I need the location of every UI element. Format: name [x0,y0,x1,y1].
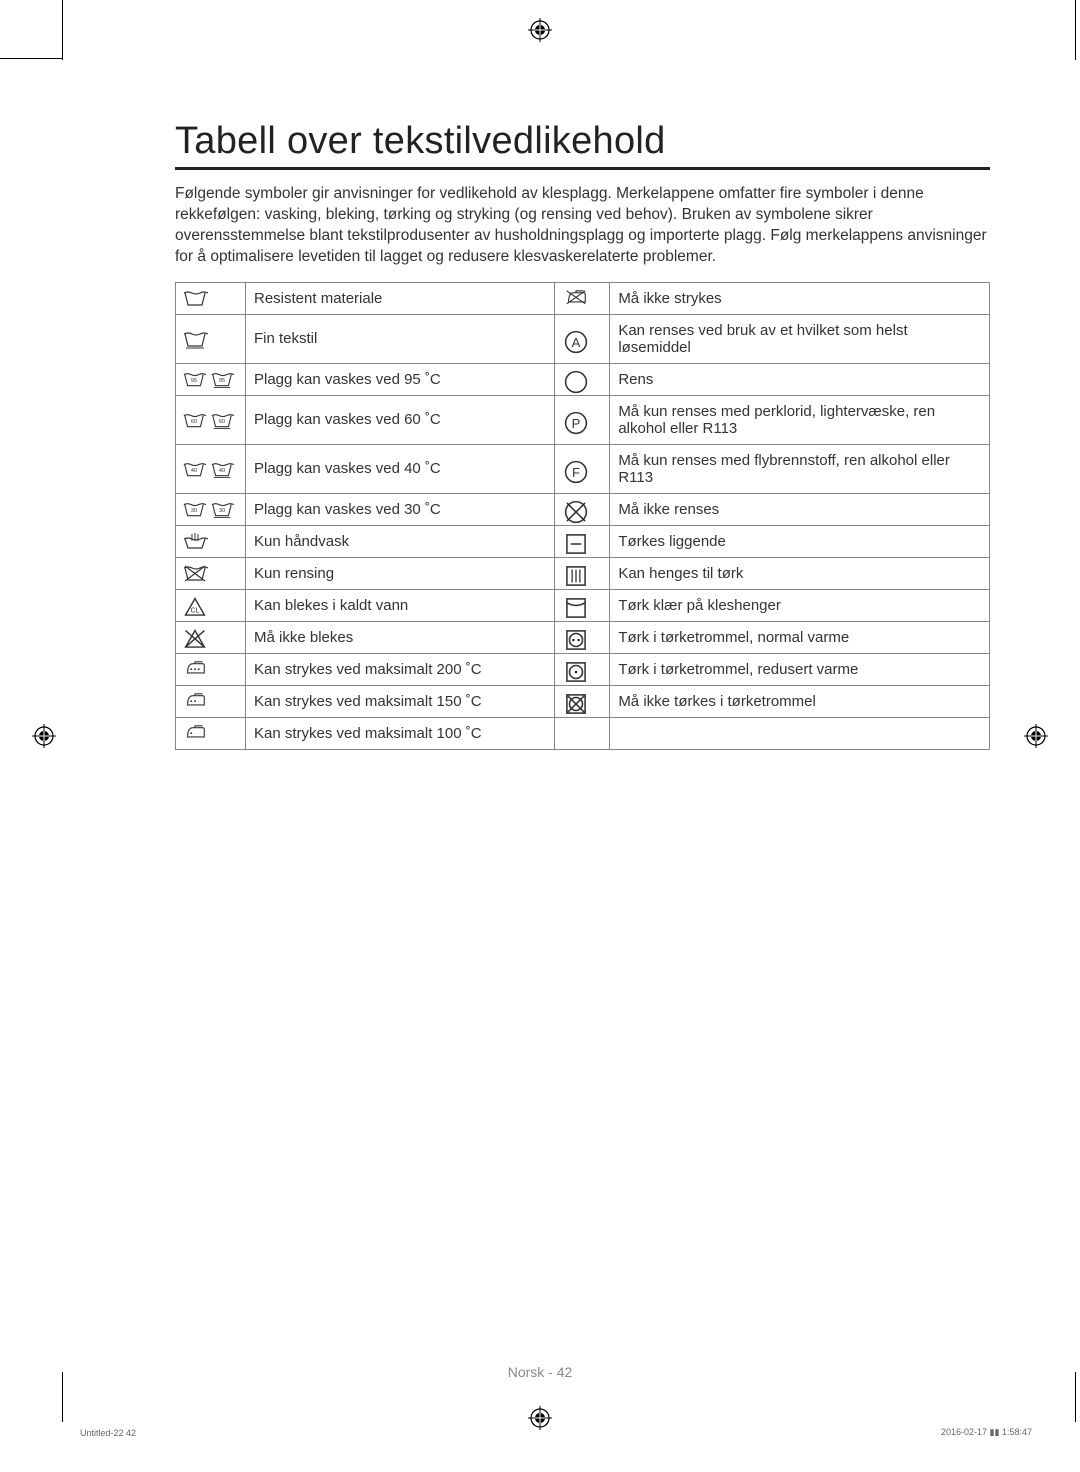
care-symbol-icon [176,717,246,749]
intro-paragraph: Følgende symboler gir anvisninger for ve… [175,184,990,268]
care-description: Plagg kan vaskes ved 30 ˚C [246,493,555,525]
care-description: Må kun renses med flybrennstoff, ren alk… [610,444,990,493]
page-title: Tabell over tekstilvedlikehold [175,120,990,170]
care-description: Må ikke tørkes i tørketrommel [610,685,990,717]
care-symbol-icon [555,557,610,589]
care-description: Kun håndvask [246,525,555,557]
care-symbol-icon: P [555,395,610,444]
care-description: Kan henges til tørk [610,557,990,589]
care-description: Resistent materiale [246,282,555,314]
table-row: Kan strykes ved maksimalt 150 ˚C Må ikke… [176,685,990,717]
care-description: Må ikke renses [610,493,990,525]
care-description [610,717,990,749]
care-symbol-icon: CL [176,589,246,621]
table-row: Kan strykes ved maksimalt 100 ˚C [176,717,990,749]
care-description: Tørk i tørketrommel, redusert varme [610,653,990,685]
care-description: Rens [610,363,990,395]
svg-text:CL: CL [190,607,199,615]
table-row: Kan strykes ved maksimalt 200 ˚C Tørk i … [176,653,990,685]
care-description: Plagg kan vaskes ved 95 ˚C [246,363,555,395]
svg-text:30: 30 [219,508,225,514]
table-row: Fin tekstil A Kan renses ved bruk av et … [176,314,990,363]
svg-text:40: 40 [219,468,225,474]
care-symbol-icon [176,653,246,685]
svg-text:60: 60 [191,419,197,425]
care-symbol-icon [555,621,610,653]
table-row: CL Kan blekes i kaldt vann Tørk klær på … [176,589,990,621]
care-description: Plagg kan vaskes ved 40 ˚C [246,444,555,493]
svg-text:P: P [572,416,581,431]
footer-left: Untitled-22 42 [80,1428,136,1438]
care-symbol-icon [176,685,246,717]
footer-right: 2016-02-17 ▮▮ 1:58:47 [941,1427,1032,1438]
care-symbol-icon: 95 95 [176,363,246,395]
care-description: Kan renses ved bruk av et hvilket som he… [610,314,990,363]
care-symbol-table: Resistent materiale Må ikke strykes Fin … [175,282,990,750]
care-description: Må kun renses med perklorid, lightervæsk… [610,395,990,444]
care-description: Kan strykes ved maksimalt 100 ˚C [246,717,555,749]
registration-mark-icon [526,1404,554,1432]
table-row: Kun håndvask Tørkes liggende [176,525,990,557]
svg-text:F: F [572,465,580,480]
svg-text:95: 95 [191,378,197,384]
svg-text:30: 30 [191,508,197,514]
care-symbol-icon: A [555,314,610,363]
care-symbol-icon [176,557,246,589]
table-row: Resistent materiale Må ikke strykes [176,282,990,314]
svg-text:40: 40 [191,468,197,474]
table-row: 40 40 Plagg kan vaskes ved 40 ˚C F Må ku… [176,444,990,493]
care-symbol-icon [555,717,610,749]
care-symbol-icon [555,493,610,525]
svg-text:95: 95 [219,378,225,384]
registration-mark-icon [1022,722,1050,750]
care-symbol-icon [176,621,246,653]
care-symbol-icon [555,363,610,395]
care-symbol-icon [555,525,610,557]
care-symbol-icon [555,282,610,314]
care-description: Tørkes liggende [610,525,990,557]
care-description: Må ikke blekes [246,621,555,653]
care-description: Kun rensing [246,557,555,589]
care-description: Kan strykes ved maksimalt 150 ˚C [246,685,555,717]
registration-mark-icon [526,16,554,44]
care-symbol-icon: 30 30 [176,493,246,525]
care-symbol-icon: 40 40 [176,444,246,493]
table-row: Kun rensing Kan henges til tørk [176,557,990,589]
care-description: Plagg kan vaskes ved 60 ˚C [246,395,555,444]
care-symbol-icon [176,314,246,363]
care-symbol-icon [176,525,246,557]
care-description: Fin tekstil [246,314,555,363]
care-description: Kan strykes ved maksimalt 200 ˚C [246,653,555,685]
care-description: Må ikke strykes [610,282,990,314]
table-row: 60 60 Plagg kan vaskes ved 60 ˚C P Må ku… [176,395,990,444]
care-symbol-icon [176,282,246,314]
care-symbol-icon: 60 60 [176,395,246,444]
registration-mark-icon [30,722,58,750]
page-footer: Norsk - 42 [508,1364,573,1380]
svg-text:60: 60 [219,419,225,425]
care-symbol-icon [555,685,610,717]
care-description: Tørk klær på kleshenger [610,589,990,621]
care-description: Kan blekes i kaldt vann [246,589,555,621]
svg-text:A: A [572,335,581,350]
care-symbol-icon [555,653,610,685]
table-row: 30 30 Plagg kan vaskes ved 30 ˚C Må ikke… [176,493,990,525]
care-symbol-icon: F [555,444,610,493]
table-row: 95 95 Plagg kan vaskes ved 95 ˚C Rens [176,363,990,395]
table-row: Må ikke blekes Tørk i tørketrommel, norm… [176,621,990,653]
care-description: Tørk i tørketrommel, normal varme [610,621,990,653]
care-symbol-icon [555,589,610,621]
